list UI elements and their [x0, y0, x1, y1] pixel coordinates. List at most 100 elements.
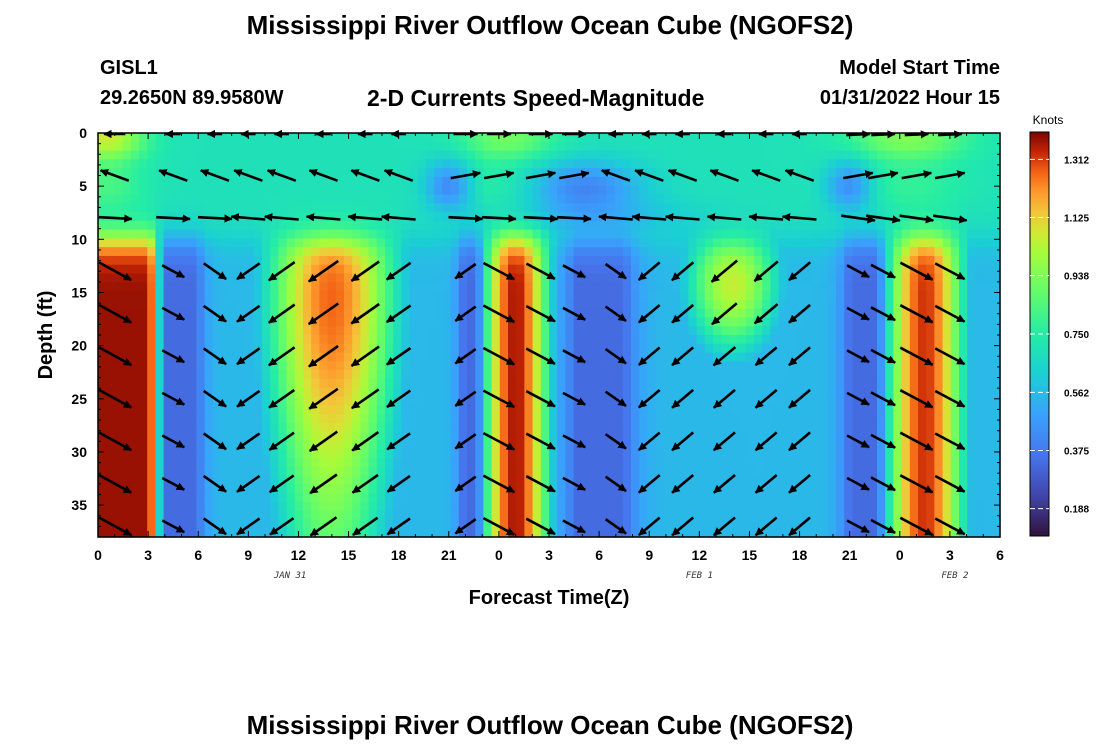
heatmap-cell: [417, 185, 427, 196]
heatmap-cell: [885, 493, 894, 503]
heatmap-cell: [967, 431, 976, 441]
heatmap-cell: [729, 440, 739, 450]
heatmap-cell: [901, 194, 911, 204]
heatmap-cell: [663, 168, 673, 178]
heatmap-cell: [188, 378, 197, 389]
heatmap-cell: [106, 255, 115, 266]
heatmap-cell: [647, 352, 657, 362]
heatmap-cell: [270, 510, 279, 521]
heatmap-cell: [376, 501, 386, 512]
heatmap-cell: [836, 150, 845, 160]
heatmap-cell: [516, 440, 525, 450]
heatmap-cell: [737, 317, 747, 327]
heatmap-cell: [606, 405, 616, 415]
heatmap-cell: [680, 484, 689, 494]
heatmap-cell: [335, 396, 345, 406]
heatmap-cell: [827, 501, 837, 512]
heatmap-cell: [581, 361, 591, 371]
heatmap-cell: [491, 528, 501, 538]
heatmap-cell: [212, 457, 222, 468]
heatmap-cell: [598, 361, 607, 371]
heatmap-cell: [672, 194, 681, 204]
heatmap-cell: [368, 247, 378, 257]
heatmap-cell: [368, 326, 378, 336]
heatmap-cell: [499, 457, 509, 468]
heatmap-cell: [573, 343, 583, 354]
heatmap-cell: [483, 159, 493, 169]
heatmap-cell: [294, 264, 304, 275]
heatmap-cell: [114, 212, 124, 222]
heatmap-cell: [565, 335, 575, 345]
heatmap-cell: [417, 343, 427, 354]
heatmap-cell: [836, 220, 845, 231]
heatmap-cell: [590, 282, 599, 292]
heatmap-cell: [508, 238, 517, 248]
heatmap-cell: [934, 396, 944, 406]
heatmap-cell: [655, 317, 665, 327]
heatmap-cell: [483, 378, 493, 389]
heatmap-cell: [516, 405, 525, 415]
heatmap-cell: [844, 176, 853, 187]
heatmap-cell: [745, 176, 755, 187]
heatmap-cell: [893, 335, 903, 345]
heatmap-cell: [147, 335, 156, 345]
heatmap-cell: [795, 150, 804, 160]
heatmap-cell: [114, 449, 124, 459]
heatmap-cell: [770, 335, 780, 345]
heatmap-cell: [434, 264, 443, 275]
heatmap-cell: [647, 133, 657, 143]
heatmap-cell: [713, 150, 722, 160]
heatmap-cell: [942, 361, 952, 371]
heatmap-cell: [704, 308, 714, 319]
heatmap-cell: [819, 457, 829, 468]
heatmap-cell: [360, 247, 370, 257]
heatmap-cell: [852, 361, 862, 371]
heatmap-cell: [147, 361, 156, 371]
heatmap-cell: [262, 440, 271, 450]
heatmap-cell: [549, 185, 558, 196]
heatmap-cell: [926, 335, 935, 345]
heatmap-cell: [262, 133, 271, 143]
heatmap-cell: [770, 229, 780, 239]
heatmap-cell: [516, 308, 525, 319]
heatmap-cell: [819, 422, 829, 433]
heatmap-cell: [253, 229, 263, 239]
heatmap-cell: [483, 247, 493, 257]
heatmap-cell: [614, 466, 624, 477]
heatmap-cell: [155, 247, 165, 257]
heatmap-cell: [442, 326, 452, 336]
heatmap-cell: [704, 457, 714, 468]
heatmap-cell: [704, 159, 714, 169]
heatmap-cell: [376, 422, 386, 433]
heatmap-cell: [475, 194, 484, 204]
heatmap-cell: [393, 335, 402, 345]
heatmap-cell: [204, 220, 214, 231]
heatmap-cell: [950, 317, 960, 327]
heatmap-cell: [901, 414, 911, 424]
heatmap-cell: [680, 431, 689, 441]
heatmap-cell: [836, 247, 845, 257]
heatmap-cell: [606, 150, 616, 160]
heatmap-cell: [713, 501, 722, 512]
heatmap-cell: [590, 387, 599, 398]
model-start-label: Model Start Time: [839, 57, 1000, 79]
heatmap-cell: [811, 510, 821, 521]
heatmap-cell: [672, 150, 681, 160]
heatmap-cell: [229, 308, 238, 319]
heatmap-cell: [811, 247, 821, 257]
heatmap-cell: [877, 150, 886, 160]
heatmap-cell: [803, 510, 812, 521]
heatmap-cell: [344, 370, 353, 380]
heatmap-cell: [393, 326, 402, 336]
heatmap-cell: [171, 168, 181, 178]
heatmap-cell: [278, 299, 288, 310]
heatmap-cell: [467, 150, 476, 160]
heatmap-cell: [344, 440, 353, 450]
heatmap-cell: [483, 255, 493, 266]
heatmap-cell: [450, 378, 460, 389]
heatmap-cell: [458, 493, 468, 503]
heatmap-cell: [483, 484, 493, 494]
heatmap-cell: [729, 185, 739, 196]
heatmap-cell: [901, 308, 911, 319]
heatmap-cell: [852, 449, 862, 459]
